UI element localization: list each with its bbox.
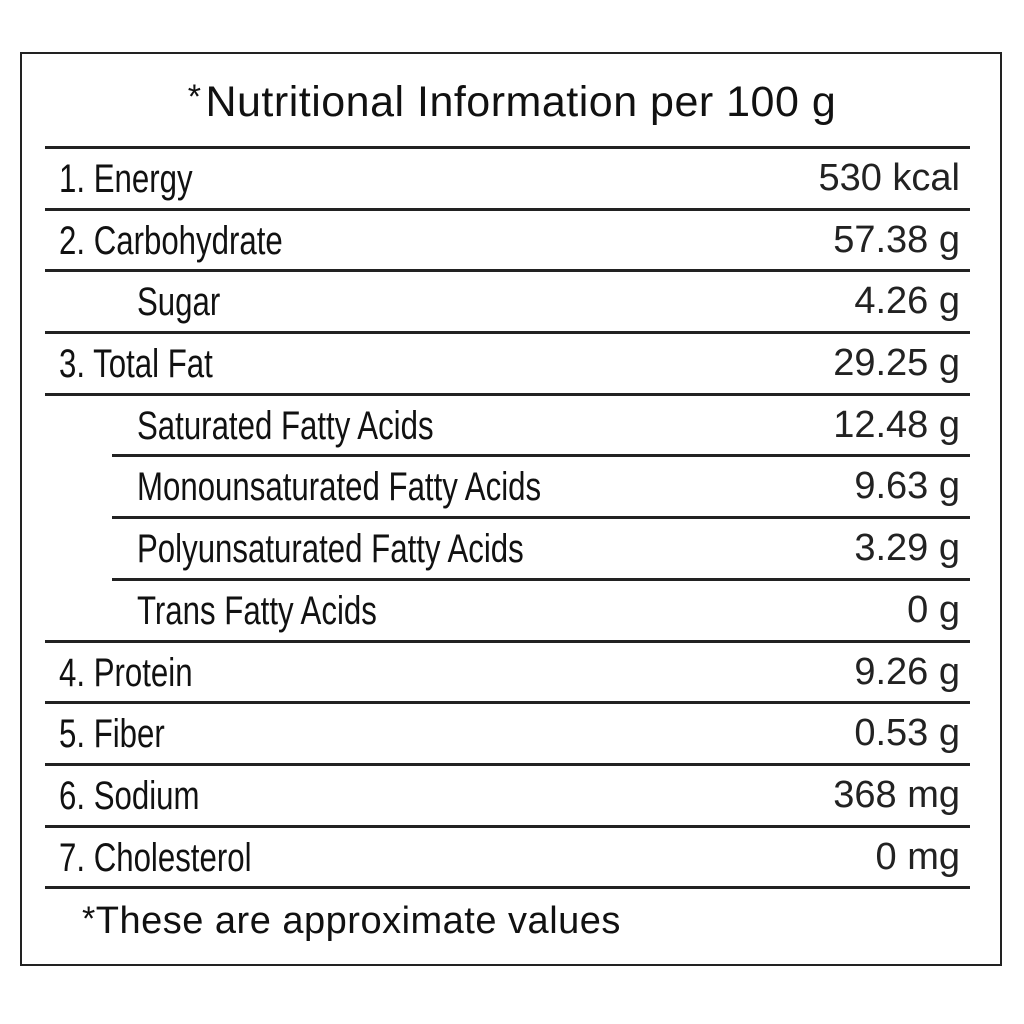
asterisk-marker: * — [82, 900, 96, 938]
nutrient-label: Polyunsaturated Fatty Acids — [137, 527, 524, 572]
nutrient-value: 9.26 g — [854, 650, 960, 693]
nutrient-label: 5. Fiber — [59, 712, 165, 757]
table-title: *Nutritional Information per 100 g — [0, 78, 1024, 127]
nutrition-table: 1. Energy 530 kcal 2. Carbohydrate 57.38 g S… — [45, 146, 970, 890]
nutrient-label: Saturated Fatty Acids — [137, 403, 434, 448]
table-row: Monounsaturated Fatty Acids 9.63 g — [45, 457, 970, 520]
footnote-text: These are approximate values — [95, 900, 621, 942]
row-divider — [45, 701, 970, 705]
table-row: Polyunsaturated Fatty Acids 3.29 g — [45, 519, 970, 581]
table-row: Saturated Fatty Acids 12.48 g — [45, 396, 970, 458]
nutrient-label: 6. Sodium — [59, 773, 200, 818]
nutrient-value: 530 kcal — [818, 157, 960, 199]
row-divider — [45, 331, 970, 335]
row-divider — [112, 454, 970, 458]
nutrient-value: 29.25 g — [833, 342, 960, 385]
nutrient-label: 2. Carbohydrate — [59, 218, 283, 263]
nutrient-label: 7. Cholesterol — [59, 835, 252, 880]
row-divider — [45, 392, 970, 396]
row-divider — [45, 207, 970, 211]
nutrient-value: 4.26 g — [854, 280, 960, 323]
nutrient-value: 3.29 g — [854, 527, 960, 570]
table-row: 3. Total Fat 29.25 g — [45, 334, 970, 396]
row-divider — [45, 762, 970, 766]
table-row: 6. Sodium 368 mg — [45, 766, 970, 828]
nutrient-label: 1. Energy — [59, 157, 193, 201]
row-divider — [45, 269, 970, 273]
nutrient-label: Monounsaturated Fatty Acids — [137, 465, 542, 510]
row-divider — [45, 886, 970, 890]
nutrient-value: 0 g — [907, 588, 960, 631]
table-row: 1. Energy 530 kcal — [45, 149, 970, 211]
title-text: Nutritional Information per 100 g — [205, 78, 837, 126]
nutrient-value: 12.48 g — [833, 403, 960, 446]
table-row: 2. Carbohydrate 57.38 g — [45, 211, 970, 273]
table-row: 4. Protein 9.26 g — [45, 643, 970, 705]
footnote: *These are approximate values — [82, 900, 621, 943]
row-divider — [112, 516, 970, 520]
row-divider — [45, 824, 970, 828]
nutrient-value: 57.38 g — [833, 218, 960, 261]
nutrient-value: 368 mg — [833, 773, 960, 816]
row-divider — [45, 639, 970, 643]
nutrient-label: Trans Fatty Acids — [137, 588, 377, 633]
nutrient-label: 3. Total Fat — [59, 342, 213, 387]
table-row: Trans Fatty Acids 0 g — [45, 581, 970, 643]
nutrient-label: 4. Protein — [59, 650, 193, 695]
table-row: Sugar 4.26 g — [45, 272, 970, 335]
table-row: 5. Fiber 0.53 g — [45, 704, 970, 766]
label-border — [20, 52, 1002, 966]
nutrient-value: 0.53 g — [854, 712, 960, 755]
nutrient-value: 9.63 g — [854, 465, 960, 508]
asterisk-marker: * — [187, 78, 202, 116]
row-divider — [112, 577, 970, 581]
table-row: 7. Cholesterol 0 mg — [45, 828, 970, 890]
nutrient-value: 0 mg — [875, 835, 960, 878]
nutrient-label: Sugar — [137, 280, 221, 325]
